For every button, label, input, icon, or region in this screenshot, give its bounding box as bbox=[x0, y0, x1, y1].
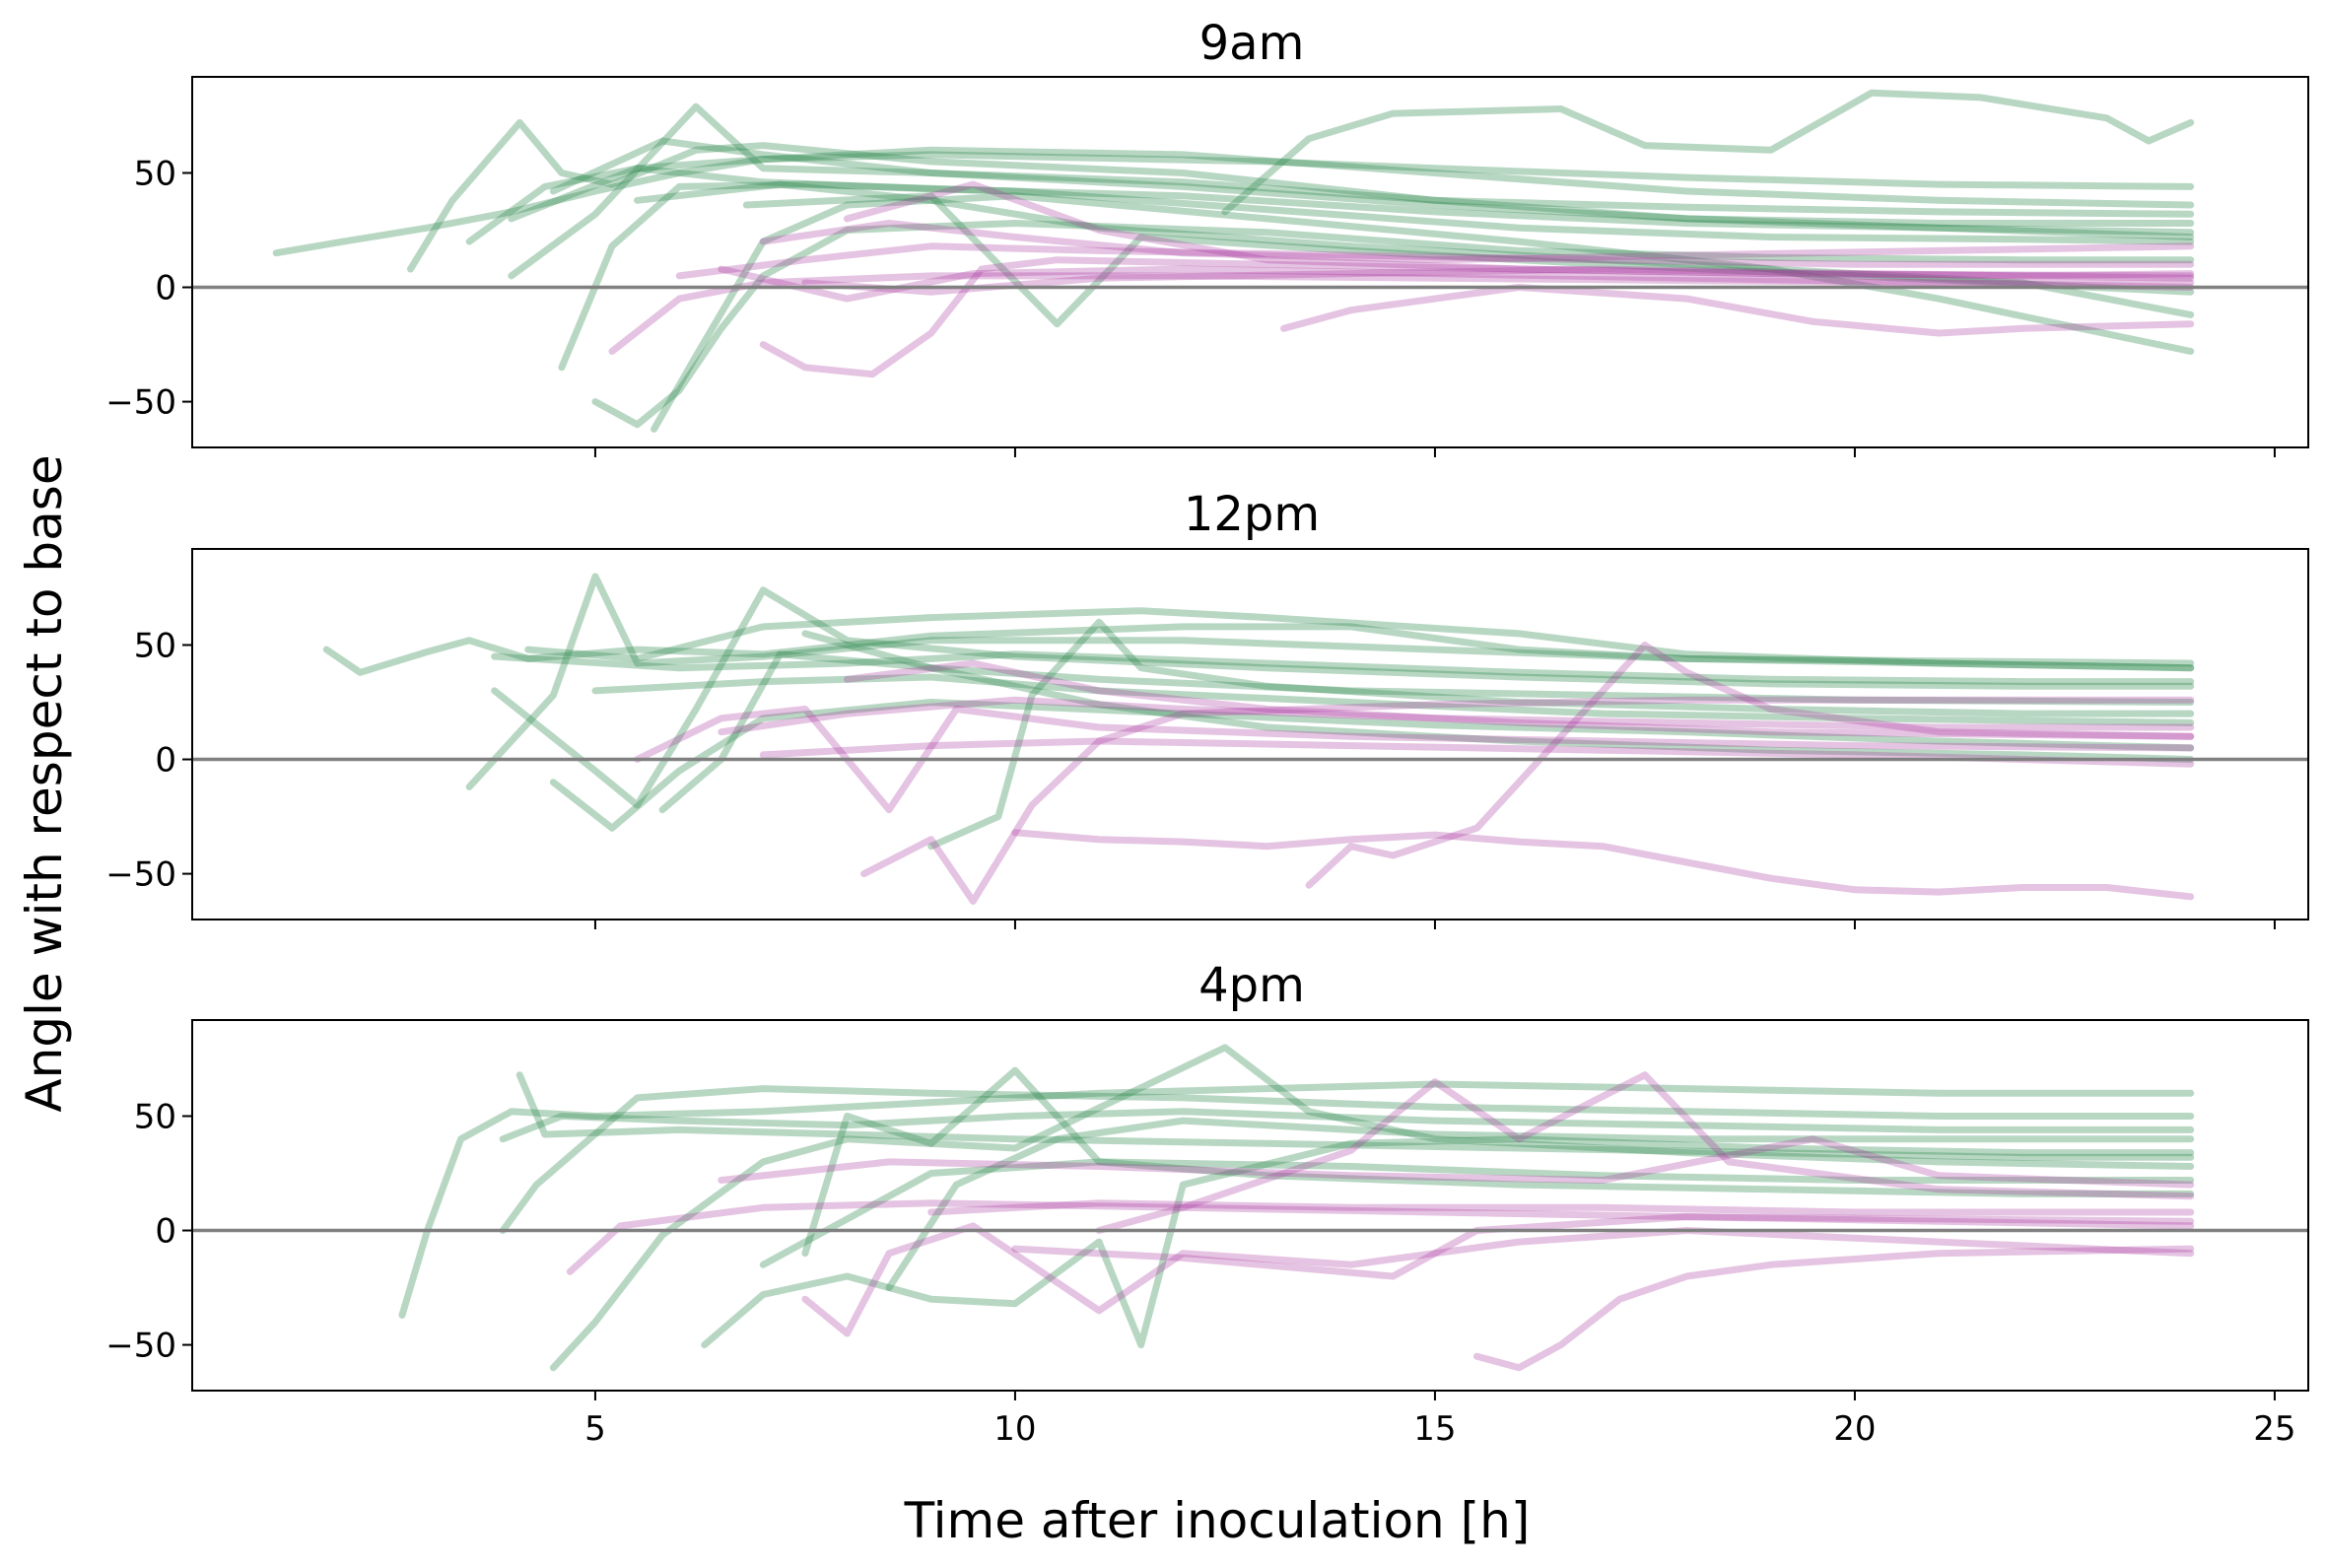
series-layer bbox=[272, 89, 2195, 433]
panel-title: 12pm bbox=[1184, 487, 1320, 542]
series-line-green bbox=[701, 1135, 2195, 1349]
series-line-green bbox=[801, 1066, 2195, 1258]
series-line-green bbox=[558, 180, 2195, 372]
ticks-layer: −50 0 50 bbox=[105, 626, 2276, 929]
panel-4pm: 4pm −50 0 50 5 10 15 20 25 bbox=[105, 958, 2309, 1449]
series-line-green bbox=[272, 151, 2195, 257]
series-line-purple bbox=[844, 659, 2195, 740]
y-tick-label: 0 bbox=[155, 1212, 176, 1252]
series-line-green bbox=[658, 650, 2195, 814]
series-line-green bbox=[407, 118, 2195, 273]
ticks-layer: −50 0 50 5 10 15 20 25 bbox=[105, 1097, 2295, 1449]
series-line-purple bbox=[1280, 284, 2195, 337]
y-tick-label: 0 bbox=[155, 269, 176, 308]
series-line-green bbox=[1221, 89, 2195, 216]
series-line-green bbox=[524, 607, 2195, 672]
series-line-purple bbox=[801, 265, 2195, 296]
series-line-green bbox=[465, 165, 2195, 245]
y-tick-label: 50 bbox=[134, 1097, 176, 1136]
series-line-purple bbox=[759, 256, 2195, 378]
series-line-green bbox=[465, 573, 2195, 790]
series-line-purple bbox=[927, 1199, 2195, 1216]
series-line-purple bbox=[759, 737, 2195, 768]
series-line-purple bbox=[860, 696, 2195, 905]
series-line-green bbox=[322, 623, 2195, 676]
panel-12pm: 12pm −50 0 50 bbox=[105, 487, 2309, 929]
series-line-green bbox=[499, 1085, 2195, 1234]
series-line-purple bbox=[718, 1135, 2195, 1189]
series-line-green bbox=[801, 630, 2195, 763]
series-line-green bbox=[515, 1071, 2195, 1161]
panel-title: 4pm bbox=[1198, 958, 1305, 1013]
series-line-purple bbox=[718, 696, 2195, 736]
series-line-green bbox=[549, 1044, 2195, 1372]
ticks-layer: −50 0 50 bbox=[105, 154, 2276, 457]
series-line-purple bbox=[1473, 1245, 2195, 1372]
series-line-green bbox=[549, 137, 2195, 240]
series-line-green bbox=[491, 586, 2195, 809]
plot-frame bbox=[191, 548, 2309, 920]
series-line-purple bbox=[566, 1199, 2195, 1275]
y-tick-label: −50 bbox=[105, 383, 176, 423]
series-line-green bbox=[549, 699, 2195, 832]
series-line-green bbox=[759, 1158, 2195, 1268]
series-line-green bbox=[885, 1117, 2195, 1292]
x-tick-label: 10 bbox=[993, 1409, 1036, 1449]
series-layer bbox=[398, 1044, 2195, 1372]
series-line-purple bbox=[759, 220, 2195, 264]
series-line-purple bbox=[844, 180, 2195, 280]
series-line-purple bbox=[1011, 829, 2195, 901]
series-line-green bbox=[591, 673, 2195, 726]
y-tick-label: 50 bbox=[134, 154, 176, 193]
panel-9am: 9am −50 0 50 bbox=[105, 16, 2309, 457]
series-line-purple bbox=[675, 242, 2195, 280]
series-line-green bbox=[927, 618, 2195, 851]
series-line-green bbox=[634, 180, 2195, 318]
y-tick-label: 50 bbox=[134, 626, 176, 665]
series-line-purple bbox=[718, 265, 2195, 303]
plot-frame bbox=[191, 76, 2309, 448]
series-line-green bbox=[650, 192, 2195, 433]
series-line-green bbox=[398, 1080, 2195, 1319]
x-tick-label: 15 bbox=[1413, 1409, 1456, 1449]
series-line-green bbox=[591, 220, 2195, 429]
y-axis-label: Angle with respect to base bbox=[16, 454, 73, 1112]
series-line-green bbox=[491, 650, 2195, 686]
series-layer bbox=[322, 573, 2195, 905]
series-line-purple bbox=[1305, 642, 2195, 889]
series-line-purple bbox=[608, 272, 2195, 355]
series-line-green bbox=[742, 192, 2195, 328]
series-line-green bbox=[499, 1108, 2195, 1143]
series-line-purple bbox=[801, 1222, 2195, 1337]
series-line-purple bbox=[634, 706, 2195, 814]
plot-frame bbox=[191, 1019, 2309, 1392]
series-line-purple bbox=[1095, 1071, 2195, 1234]
x-axis-label: Time after inoculation [h] bbox=[904, 1492, 1531, 1549]
panel-title: 9am bbox=[1199, 16, 1305, 71]
y-tick-label: 0 bbox=[155, 741, 176, 781]
y-tick-label: −50 bbox=[105, 1327, 176, 1366]
x-tick-label: 25 bbox=[2253, 1409, 2295, 1449]
series-line-green bbox=[508, 146, 2195, 223]
x-tick-label: 20 bbox=[1833, 1409, 1876, 1449]
x-tick-label: 5 bbox=[584, 1409, 606, 1449]
series-line-green bbox=[508, 102, 2195, 280]
y-tick-label: −50 bbox=[105, 855, 176, 895]
